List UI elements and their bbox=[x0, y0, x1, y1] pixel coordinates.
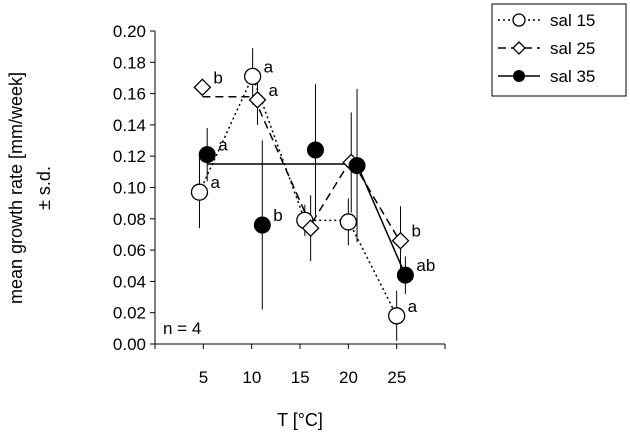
legend-label: sal 25 bbox=[550, 39, 595, 58]
legend-label: sal 15 bbox=[550, 11, 595, 30]
data-point bbox=[348, 157, 366, 175]
data-label: a bbox=[408, 297, 418, 316]
data-label: b bbox=[213, 68, 222, 87]
x-tick-label: 10 bbox=[242, 368, 261, 387]
data-label: ab bbox=[416, 256, 435, 275]
legend-marker bbox=[513, 70, 525, 82]
y-axis-label-line2: ± s.d. bbox=[34, 166, 54, 210]
data-point bbox=[190, 183, 209, 201]
y-tick-label: 0.20 bbox=[113, 22, 146, 41]
y-tick-label: 0.00 bbox=[113, 335, 146, 354]
data-label: a bbox=[210, 173, 220, 192]
data-point bbox=[396, 266, 414, 284]
data-point bbox=[391, 231, 410, 250]
data-point bbox=[243, 67, 262, 86]
y-axis-label-line1: mean growth rate [mm/week] bbox=[6, 72, 26, 304]
legend-marker bbox=[512, 41, 526, 55]
y-tick-label: 0.12 bbox=[113, 147, 146, 166]
x-tick-label: 25 bbox=[387, 368, 406, 387]
y-tick-label: 0.14 bbox=[113, 116, 146, 135]
data-label: a bbox=[268, 81, 278, 100]
data-label: a bbox=[264, 57, 274, 76]
y-axis-label: mean growth rate [mm/week] ± s.d. bbox=[6, 72, 54, 304]
data-point bbox=[198, 146, 216, 164]
x-tick-label: 15 bbox=[291, 368, 310, 387]
y-tick-label: 0.10 bbox=[113, 179, 146, 198]
y-tick-label: 0.16 bbox=[113, 85, 146, 104]
data-label: a bbox=[218, 136, 228, 155]
data-point bbox=[388, 307, 406, 325]
legend-label: sal 35 bbox=[550, 67, 595, 86]
y-tick-label: 0.04 bbox=[113, 272, 146, 291]
y-tick-label: 0.02 bbox=[113, 304, 146, 323]
data-point bbox=[253, 216, 271, 234]
data-point bbox=[301, 219, 320, 238]
x-axis-label: T [°C] bbox=[277, 410, 323, 430]
data-point bbox=[306, 141, 324, 159]
data-label: b bbox=[273, 206, 282, 225]
data-label: b bbox=[412, 222, 421, 241]
y-tick-label: 0.08 bbox=[113, 210, 146, 229]
data-point bbox=[248, 90, 267, 109]
y-tick-label: 0.18 bbox=[113, 53, 146, 72]
legend-marker bbox=[512, 13, 526, 27]
x-tick-label: 20 bbox=[339, 368, 358, 387]
x-tick-label: 5 bbox=[199, 368, 208, 387]
y-tick-label: 0.06 bbox=[113, 241, 146, 260]
data-point bbox=[193, 78, 212, 97]
sample-size-note: n = 4 bbox=[163, 319, 201, 338]
data-point bbox=[339, 213, 357, 231]
